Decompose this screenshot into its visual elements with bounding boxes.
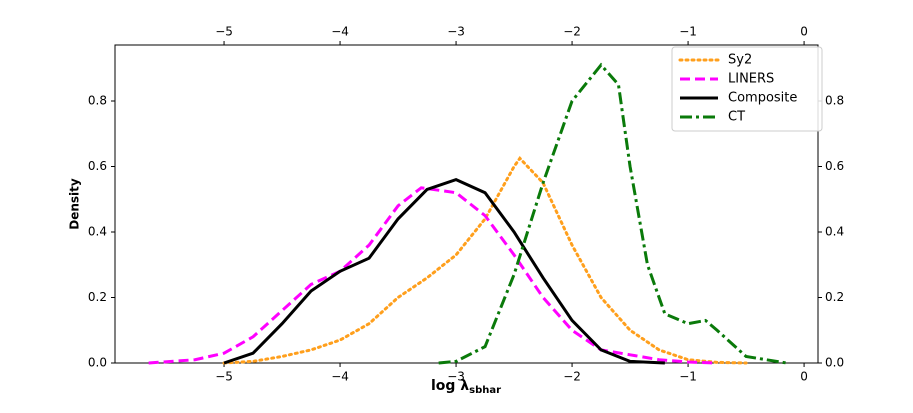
density-line <box>223 177 665 365</box>
x-tick-label: −2 <box>563 370 581 384</box>
x-tick-label-top: −5 <box>215 25 233 39</box>
x-axis-label: log λsbhar <box>431 378 501 396</box>
x-tick-label: −5 <box>215 370 233 384</box>
y-tick-label: 0.4 <box>88 225 107 239</box>
x-axis-label-sub: sbhar <box>469 385 501 396</box>
legend-label: Composite <box>728 91 797 106</box>
x-tick-label-top: −2 <box>563 25 581 39</box>
x-tick-label: −3 <box>447 370 465 384</box>
legend-label: Sy2 <box>728 53 752 68</box>
x-tick-label: −4 <box>331 370 349 384</box>
density-line <box>148 186 718 365</box>
y-tick-label-right: 0.0 <box>825 356 844 370</box>
legend-label: LINERS <box>728 72 774 87</box>
x-tick-label: 0 <box>800 370 808 384</box>
x-tick-label-top: −3 <box>447 25 465 39</box>
y-tick-label: 0.6 <box>88 159 107 173</box>
x-axis-label-main: log λ <box>431 378 469 394</box>
density-line <box>438 62 787 365</box>
y-tick-label-right: 0.6 <box>825 159 844 173</box>
y-tick-label: 0.8 <box>88 94 107 108</box>
plot-frame <box>114 44 819 364</box>
x-tick-label-top: −1 <box>679 25 697 39</box>
legend-label: CT <box>728 110 745 125</box>
y-tick-label: 0.0 <box>88 356 107 370</box>
legend: Sy2 LINERS Composite CT <box>671 46 823 132</box>
y-tick-label: 0.2 <box>88 290 107 304</box>
y-axis-label: Density <box>68 178 82 230</box>
legend-frame <box>671 46 823 132</box>
x-tick-label: −1 <box>679 370 697 384</box>
x-tick-label-top: 0 <box>800 25 808 39</box>
x-tick-label-top: −4 <box>331 25 349 39</box>
y-tick-label-right: 0.4 <box>825 225 844 239</box>
y-tick-label-right: 0.8 <box>825 94 844 108</box>
y-tick-label-right: 0.2 <box>825 290 844 304</box>
density-line <box>222 155 748 365</box>
